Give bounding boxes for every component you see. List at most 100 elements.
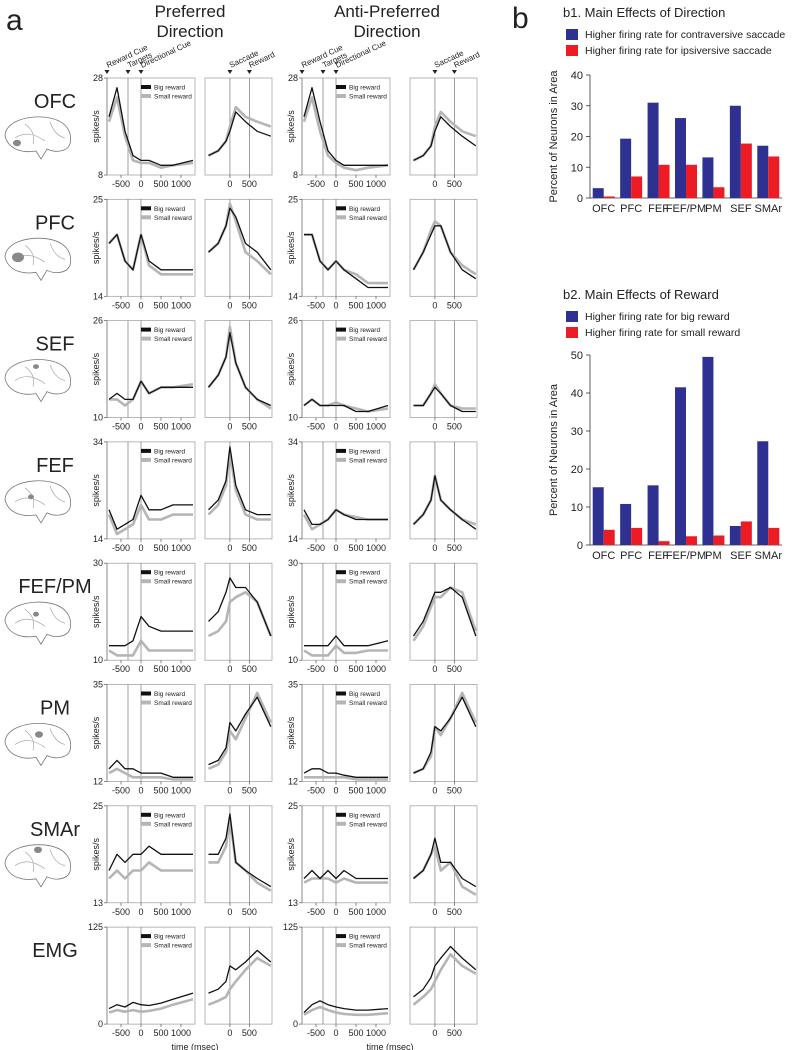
area-label: PM [40, 698, 70, 720]
y-tick-label: 25 [93, 194, 103, 204]
y-axis-label: spikes/s [286, 231, 296, 264]
y-tick-label: 125 [283, 922, 298, 932]
brain-outline [4, 480, 72, 524]
brain-outline [4, 601, 72, 645]
x-tick-label: 1000 [171, 543, 191, 553]
small-reward-line [108, 998, 194, 1014]
y-tick-label: 13 [288, 898, 298, 908]
x-tick-label: 500 [447, 907, 462, 917]
small-reward-line [303, 877, 388, 884]
x-tick-label: 0 [138, 179, 143, 189]
x-tick-label: 500 [242, 907, 257, 917]
bar [713, 535, 725, 545]
y-tick-label: 28 [93, 73, 103, 83]
small-reward-line [302, 96, 389, 172]
x-tick-label: FEF/PM [666, 550, 706, 562]
y-axis-label: spikes/s [286, 716, 296, 749]
bar [729, 526, 741, 545]
y-tick-label: 0 [577, 193, 583, 205]
small-reward-line [207, 105, 272, 157]
area-label: SMAr [30, 819, 80, 841]
bar [740, 143, 752, 198]
big-reward-line [108, 759, 193, 778]
y-tick-label: 10 [571, 162, 583, 174]
panel-frame [204, 198, 273, 297]
small-reward-line [108, 861, 193, 880]
event-arrow [138, 70, 144, 74]
area-label: FEF/PM [18, 576, 91, 598]
bar [768, 527, 780, 545]
brain-area [12, 252, 24, 263]
y-tick-label: 26 [288, 316, 298, 326]
y-tick-label: 8 [293, 170, 298, 180]
big-reward-line [413, 475, 477, 530]
x-tick-label: 500 [447, 300, 462, 310]
legend-label: Big reward [349, 85, 380, 92]
x-tick-label: FEF/PM [666, 203, 706, 215]
x-tick-label: 500 [447, 786, 462, 796]
small-reward-line [107, 96, 194, 169]
x-tick-label: 0 [227, 664, 232, 674]
legend-label: Higher firing rate for ipsiversive sacca… [585, 45, 772, 57]
x-tick-label: -500 [112, 786, 130, 796]
y-tick-label: 14 [288, 534, 298, 544]
brain-folds [14, 849, 66, 872]
brain-folds [14, 121, 66, 145]
x-tick-label: 1000 [366, 422, 386, 432]
x-tick-label: 500 [348, 786, 363, 796]
column-title: Anti-Preferred Direction [334, 2, 440, 41]
legend-label: Big reward [349, 448, 380, 455]
legend-label: Big reward [154, 570, 185, 577]
x-tick-label: 500 [447, 543, 462, 553]
legend-swatch [566, 311, 578, 322]
x-tick-label: 500 [348, 422, 363, 432]
legend-label: Small reward [154, 215, 192, 222]
legend-label: Big reward [154, 327, 185, 334]
x-tick-label: -500 [307, 664, 325, 674]
x-tick-label: 500 [242, 786, 257, 796]
x-tick-label: 500 [153, 300, 168, 310]
bar [603, 196, 615, 198]
x-tick-label: 500 [348, 179, 363, 189]
small-reward-line [109, 379, 194, 407]
small-reward-line [412, 953, 477, 1006]
x-tick-label: 0 [333, 179, 338, 189]
x-tick-label: 500 [447, 1028, 462, 1038]
x-tick-label: PM [705, 550, 722, 562]
bar [592, 188, 604, 198]
x-tick-label: 1000 [171, 422, 191, 432]
panel-frame [204, 926, 273, 1025]
big-reward-line [207, 332, 272, 407]
x-axis-label: time (msec) [172, 1042, 219, 1050]
x-tick-label: -500 [307, 422, 325, 432]
small-reward-line [412, 586, 478, 642]
chart-title: b1. Main Effects of Direction [563, 5, 725, 20]
x-tick-label: FEF [648, 550, 669, 562]
bar [647, 102, 659, 198]
y-tick-label: 10 [93, 413, 103, 423]
y-axis-label: spikes/s [91, 474, 101, 507]
small-reward-line [207, 450, 271, 521]
x-tick-label: 0 [227, 179, 232, 189]
y-axis-label: spikes/s [91, 716, 101, 749]
y-tick-label: 35 [93, 680, 103, 690]
x-tick-label: 1000 [171, 664, 191, 674]
y-tick-label: 14 [93, 291, 103, 301]
x-tick-label: 0 [227, 786, 232, 796]
legend-label: Higher firing rate for small reward [585, 327, 740, 339]
brain-area [35, 731, 43, 738]
brain-outline [4, 237, 72, 282]
brain-outline [4, 359, 72, 403]
y-tick-label: 0 [293, 1019, 298, 1029]
event-arrow [227, 70, 233, 74]
x-tick-label: PFC [620, 550, 642, 562]
y-tick-label: 125 [88, 922, 103, 932]
x-tick-label: PM [705, 203, 722, 215]
x-tick-label: -500 [112, 1028, 130, 1038]
y-tick-label: 50 [571, 350, 583, 362]
event-arrow [432, 70, 438, 74]
y-tick-label: 25 [288, 801, 298, 811]
legend-label: Higher firing rate for big reward [585, 311, 730, 323]
small-reward-line [303, 1005, 389, 1017]
